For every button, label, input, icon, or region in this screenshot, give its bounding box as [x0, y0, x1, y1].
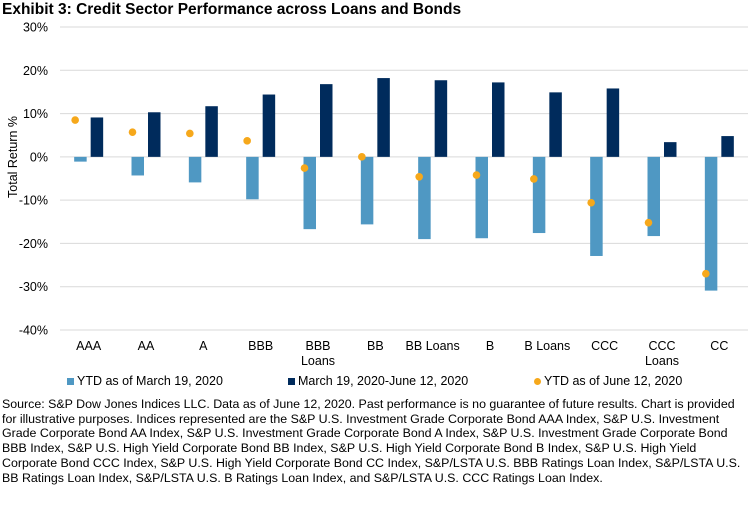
marker-ytd-june [71, 116, 79, 124]
x-tick-label: AA [138, 339, 155, 353]
marker-ytd-june [358, 153, 366, 161]
bar-ytd-march [131, 156, 144, 176]
legend-item-ytd-june: YTD as of June 12, 2020 [534, 374, 682, 388]
y-tick-label: -30% [19, 280, 48, 294]
chart-plot: 30% 20% 10% 0% -10% -20% -30% -40% Total Return… [6, 21, 748, 368]
bar-ytd-march [418, 156, 431, 240]
x-tick-label: B Loans [524, 339, 570, 353]
bar-ytd-march [74, 156, 87, 162]
marker-ytd-june [128, 128, 137, 136]
bar-march-june [262, 94, 276, 157]
y-tick-label: -40% [19, 324, 48, 338]
marker-ytd-june [702, 269, 710, 278]
bar-march-june [148, 112, 161, 157]
legend-label: YTD as of June 12, 2020 [544, 374, 683, 388]
bar-ytd-march [188, 156, 202, 183]
y-tick-label: -10% [19, 194, 48, 208]
bar-march-june [721, 136, 734, 157]
bar-ytd-march [704, 156, 718, 291]
legend-swatch-square-icon [288, 377, 295, 385]
bar-march-june [606, 88, 620, 157]
marker-ytd-june [472, 171, 481, 179]
marker-ytd-june [415, 172, 423, 181]
y-axis-label: Total Return % [6, 116, 20, 198]
y-axis-ticks: 30% 20% 10% 0% -10% -20% -30% -40% [19, 21, 48, 338]
bar-ytd-march [246, 156, 259, 200]
x-tick-label: CC [710, 339, 728, 353]
bar-ytd-march [532, 156, 546, 234]
y-tick-label: 0% [30, 150, 48, 164]
legend-swatch-square-icon [67, 377, 74, 385]
x-tick-label: B [486, 339, 494, 353]
bar-ytd-march [303, 156, 316, 230]
marker-ytd-june [186, 129, 194, 138]
bar-march-june [549, 92, 562, 157]
x-tick-label: BBB [248, 339, 273, 353]
bar-march-june [377, 78, 390, 157]
x-tick-label: Loans [645, 354, 679, 368]
markers [71, 116, 710, 278]
x-tick-label: CCC [648, 339, 675, 353]
source-footnote: Source: S&P Dow Jones Indices LLC. Data … [2, 397, 741, 485]
bars [74, 78, 734, 291]
marker-ytd-june [530, 175, 538, 183]
x-tick-label: Loans [301, 354, 335, 368]
x-tick-label: BBB [305, 339, 330, 353]
x-tick-label: CCC [591, 339, 618, 353]
bar-ytd-march [360, 156, 374, 225]
legend-item-march-june: March 19, 2020-June 12, 2020 [288, 374, 468, 388]
bar-ytd-march [590, 156, 603, 256]
marker-ytd-june [644, 218, 653, 227]
chart-title: Exhibit 3: Credit Sector Performance acr… [2, 1, 462, 18]
marker-ytd-june [300, 164, 309, 172]
bar-march-june [492, 82, 505, 157]
bar-march-june [90, 117, 104, 157]
bar-ytd-march [475, 156, 488, 239]
x-tick-label: BB [367, 339, 384, 353]
bar-march-june [664, 142, 677, 157]
marker-ytd-june [587, 198, 595, 207]
y-tick-label: 10% [23, 107, 48, 121]
legend-label: YTD as of March 19, 2020 [77, 374, 223, 388]
y-tick-label: 20% [23, 64, 48, 78]
y-tick-label: 30% [23, 21, 48, 35]
bar-ytd-march [647, 156, 660, 237]
x-tick-label: BB Loans [406, 339, 460, 353]
marker-ytd-june [243, 137, 251, 145]
legend-swatch-dot-icon [534, 377, 541, 385]
legend-item-ytd-march: YTD as of March 19, 2020 [67, 374, 223, 388]
bar-march-june [434, 80, 448, 157]
bar-march-june [205, 106, 218, 157]
x-tick-label: AAA [76, 339, 102, 353]
bar-march-june [320, 84, 333, 157]
legend-label: March 19, 2020-June 12, 2020 [298, 374, 469, 388]
gridlines [60, 26, 748, 331]
y-tick-label: -20% [19, 237, 48, 251]
legend: YTD as of March 19, 2020 March 19, 2020-… [0, 374, 752, 392]
x-tick-label: A [199, 339, 208, 353]
